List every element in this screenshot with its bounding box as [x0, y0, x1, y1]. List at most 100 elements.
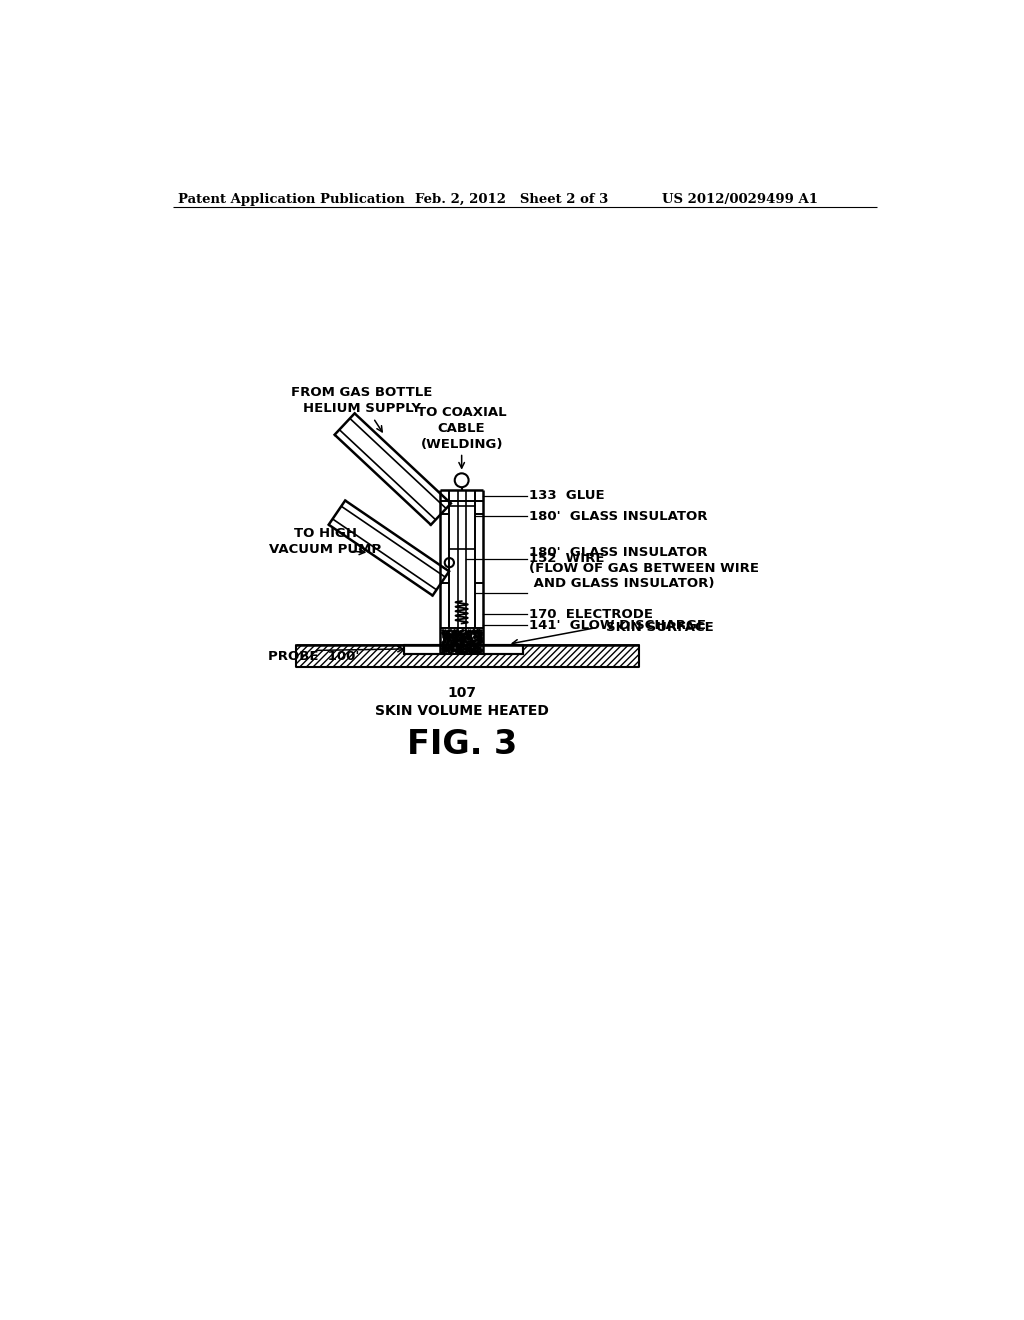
- Point: [463, 640, 479, 661]
- Point: [469, 640, 485, 661]
- Point: [453, 642, 469, 663]
- Point: [443, 635, 460, 656]
- Point: [450, 623, 466, 644]
- Point: [467, 636, 483, 657]
- Point: [462, 627, 478, 648]
- Point: [471, 626, 487, 647]
- Point: [441, 638, 458, 659]
- Point: [452, 623, 468, 644]
- Point: [434, 619, 451, 640]
- Point: [472, 639, 488, 660]
- Point: [450, 630, 466, 651]
- Point: [450, 640, 466, 661]
- Point: [463, 627, 479, 648]
- Point: [470, 642, 486, 663]
- Point: [465, 623, 481, 644]
- Point: [467, 626, 483, 647]
- Point: [449, 620, 465, 642]
- Point: [463, 622, 479, 643]
- Text: 141'  GLOW DISCHARGE: 141' GLOW DISCHARGE: [529, 619, 707, 631]
- Point: [467, 640, 483, 661]
- Point: [445, 634, 462, 655]
- Point: [459, 632, 475, 653]
- Point: [447, 631, 464, 652]
- Point: [469, 638, 485, 659]
- Point: [450, 630, 466, 651]
- Point: [462, 638, 478, 659]
- Point: [459, 631, 475, 652]
- Point: [470, 639, 486, 660]
- Point: [465, 635, 481, 656]
- Point: [473, 630, 489, 651]
- Point: [439, 636, 456, 657]
- Point: [468, 634, 484, 655]
- Point: [455, 628, 471, 649]
- Point: [460, 622, 476, 643]
- Point: [437, 639, 454, 660]
- Point: [436, 634, 453, 655]
- Point: [439, 622, 456, 643]
- Point: [471, 619, 487, 640]
- Point: [444, 623, 461, 644]
- Point: [466, 632, 482, 653]
- Point: [434, 642, 451, 663]
- Point: [452, 623, 468, 644]
- Point: [471, 620, 487, 642]
- Point: [455, 622, 471, 643]
- Point: [470, 623, 486, 644]
- Point: [441, 630, 458, 651]
- Point: [435, 622, 452, 643]
- Point: [435, 628, 452, 649]
- Point: [467, 639, 483, 660]
- Point: [473, 622, 489, 643]
- Point: [465, 622, 481, 643]
- Point: [441, 628, 458, 649]
- Point: [459, 635, 475, 656]
- Point: [466, 626, 482, 647]
- Point: [469, 630, 485, 651]
- Point: [459, 622, 475, 643]
- Point: [453, 623, 469, 644]
- Point: [471, 619, 487, 640]
- Text: 107
SKIN VOLUME HEATED: 107 SKIN VOLUME HEATED: [375, 686, 549, 718]
- Point: [466, 623, 482, 644]
- Point: [453, 632, 469, 653]
- Point: [450, 636, 466, 657]
- Point: [437, 630, 454, 651]
- Point: [465, 638, 481, 659]
- Point: [457, 624, 473, 645]
- Point: [460, 627, 476, 648]
- Point: [471, 632, 487, 653]
- Point: [471, 640, 487, 661]
- Point: [456, 631, 472, 652]
- Point: [446, 620, 463, 642]
- Point: [453, 636, 469, 657]
- Point: [450, 639, 466, 660]
- Point: [439, 638, 456, 659]
- Point: [442, 631, 459, 652]
- Point: [468, 639, 484, 660]
- Bar: [296, 645, 639, 667]
- Point: [447, 635, 464, 656]
- Point: [465, 620, 481, 642]
- Point: [451, 623, 467, 644]
- Point: [468, 634, 484, 655]
- Point: [442, 619, 459, 640]
- Point: [469, 636, 485, 657]
- Point: [466, 636, 482, 657]
- Point: [462, 642, 478, 663]
- Point: [454, 619, 470, 640]
- Point: [457, 638, 473, 659]
- Point: [437, 627, 454, 648]
- Point: [437, 636, 454, 657]
- Point: [438, 627, 455, 648]
- Point: [453, 635, 469, 656]
- Point: [447, 627, 464, 648]
- Point: [459, 640, 475, 661]
- Point: [446, 623, 463, 644]
- Point: [471, 638, 487, 659]
- Point: [439, 630, 456, 651]
- Point: [441, 642, 458, 663]
- Point: [449, 638, 465, 659]
- Point: [456, 627, 472, 648]
